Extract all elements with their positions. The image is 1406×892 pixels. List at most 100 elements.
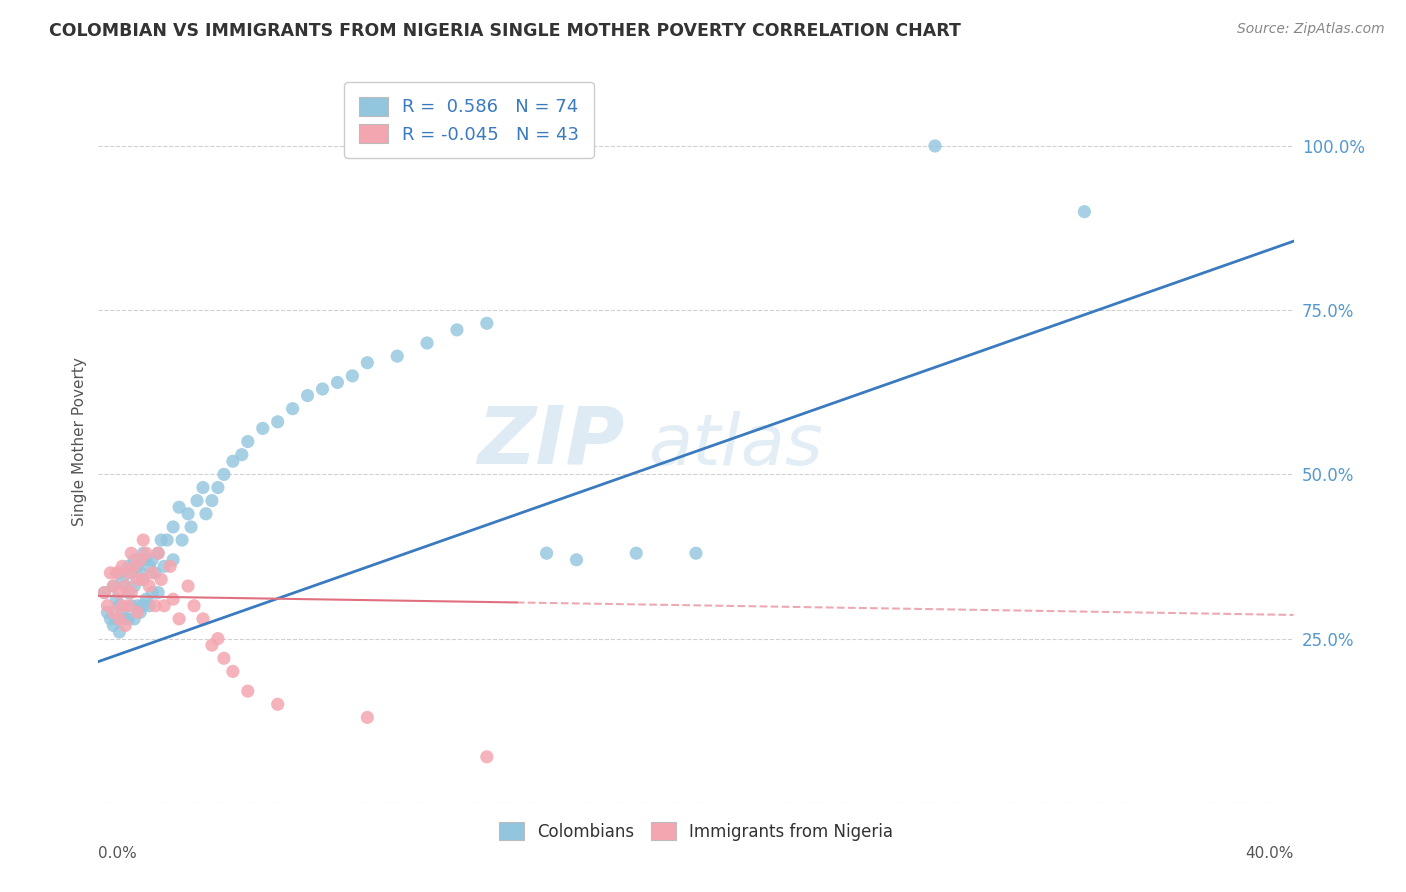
Point <box>201 493 224 508</box>
Point <box>356 356 378 370</box>
Point <box>236 684 259 698</box>
Point <box>186 493 208 508</box>
Point <box>135 553 157 567</box>
Point <box>191 481 214 495</box>
Point <box>153 599 176 613</box>
Point <box>162 520 184 534</box>
Point <box>114 612 136 626</box>
Point <box>536 546 558 560</box>
Point <box>124 559 146 574</box>
Point <box>98 612 122 626</box>
Point <box>132 599 155 613</box>
Point <box>1073 204 1095 219</box>
Point <box>120 546 142 560</box>
Text: Source: ZipAtlas.com: Source: ZipAtlas.com <box>1237 22 1385 37</box>
Point <box>124 579 146 593</box>
Point <box>135 546 157 560</box>
Point <box>141 553 163 567</box>
Point <box>191 612 214 626</box>
Point <box>127 599 149 613</box>
Point <box>167 612 190 626</box>
Point <box>141 585 163 599</box>
Point <box>281 401 304 416</box>
Point <box>183 599 205 613</box>
Text: COLOMBIAN VS IMMIGRANTS FROM NIGERIA SINGLE MOTHER POVERTY CORRELATION CHART: COLOMBIAN VS IMMIGRANTS FROM NIGERIA SIN… <box>49 22 962 40</box>
Point <box>93 585 115 599</box>
Point <box>311 382 333 396</box>
Point <box>111 573 134 587</box>
Point <box>132 573 155 587</box>
Point <box>117 612 139 626</box>
Point <box>93 585 115 599</box>
Point <box>111 559 134 574</box>
Point <box>138 559 160 574</box>
Point <box>156 533 179 547</box>
Point <box>103 618 125 632</box>
Point <box>111 605 134 619</box>
Point <box>135 592 157 607</box>
Point <box>446 323 468 337</box>
Point <box>132 546 155 560</box>
Point <box>195 507 218 521</box>
Point <box>267 415 290 429</box>
Point <box>103 579 125 593</box>
Point <box>117 566 139 580</box>
Point <box>222 454 245 468</box>
Point <box>167 500 190 515</box>
Point <box>129 553 152 567</box>
Point <box>201 638 224 652</box>
Point <box>129 566 152 580</box>
Point <box>96 599 118 613</box>
Point <box>108 612 131 626</box>
Point <box>177 507 200 521</box>
Point <box>162 592 184 607</box>
Text: 40.0%: 40.0% <box>1246 847 1294 861</box>
Point <box>148 585 170 599</box>
Point <box>172 533 194 547</box>
Point <box>326 376 349 390</box>
Point <box>385 349 409 363</box>
Point <box>132 533 155 547</box>
Point <box>150 533 173 547</box>
Point <box>132 573 155 587</box>
Point <box>297 388 319 402</box>
Point <box>108 599 131 613</box>
Point <box>153 559 176 574</box>
Point <box>120 566 142 580</box>
Point <box>117 599 139 613</box>
Point <box>267 698 290 712</box>
Point <box>114 618 136 632</box>
Point <box>148 546 170 560</box>
Point <box>222 665 245 679</box>
Point <box>924 139 946 153</box>
Point <box>105 566 128 580</box>
Point <box>143 566 166 580</box>
Point <box>143 599 166 613</box>
Point <box>117 559 139 574</box>
Point <box>685 546 707 560</box>
Point <box>127 605 149 619</box>
Point <box>105 612 128 626</box>
Point <box>117 585 139 599</box>
Point <box>356 710 378 724</box>
Point <box>236 434 259 449</box>
Point <box>252 421 274 435</box>
Point <box>475 749 498 764</box>
Point <box>127 559 149 574</box>
Point <box>114 579 136 593</box>
Point <box>141 566 163 580</box>
Point <box>565 553 588 567</box>
Point <box>138 599 160 613</box>
Point <box>212 467 235 482</box>
Point <box>103 579 125 593</box>
Point <box>96 605 118 619</box>
Point <box>103 605 125 619</box>
Point <box>124 553 146 567</box>
Point <box>108 625 131 640</box>
Legend: Colombians, Immigrants from Nigeria: Colombians, Immigrants from Nigeria <box>486 811 905 852</box>
Text: atlas: atlas <box>648 410 823 480</box>
Point <box>114 579 136 593</box>
Point <box>124 612 146 626</box>
Point <box>177 579 200 593</box>
Point <box>162 553 184 567</box>
